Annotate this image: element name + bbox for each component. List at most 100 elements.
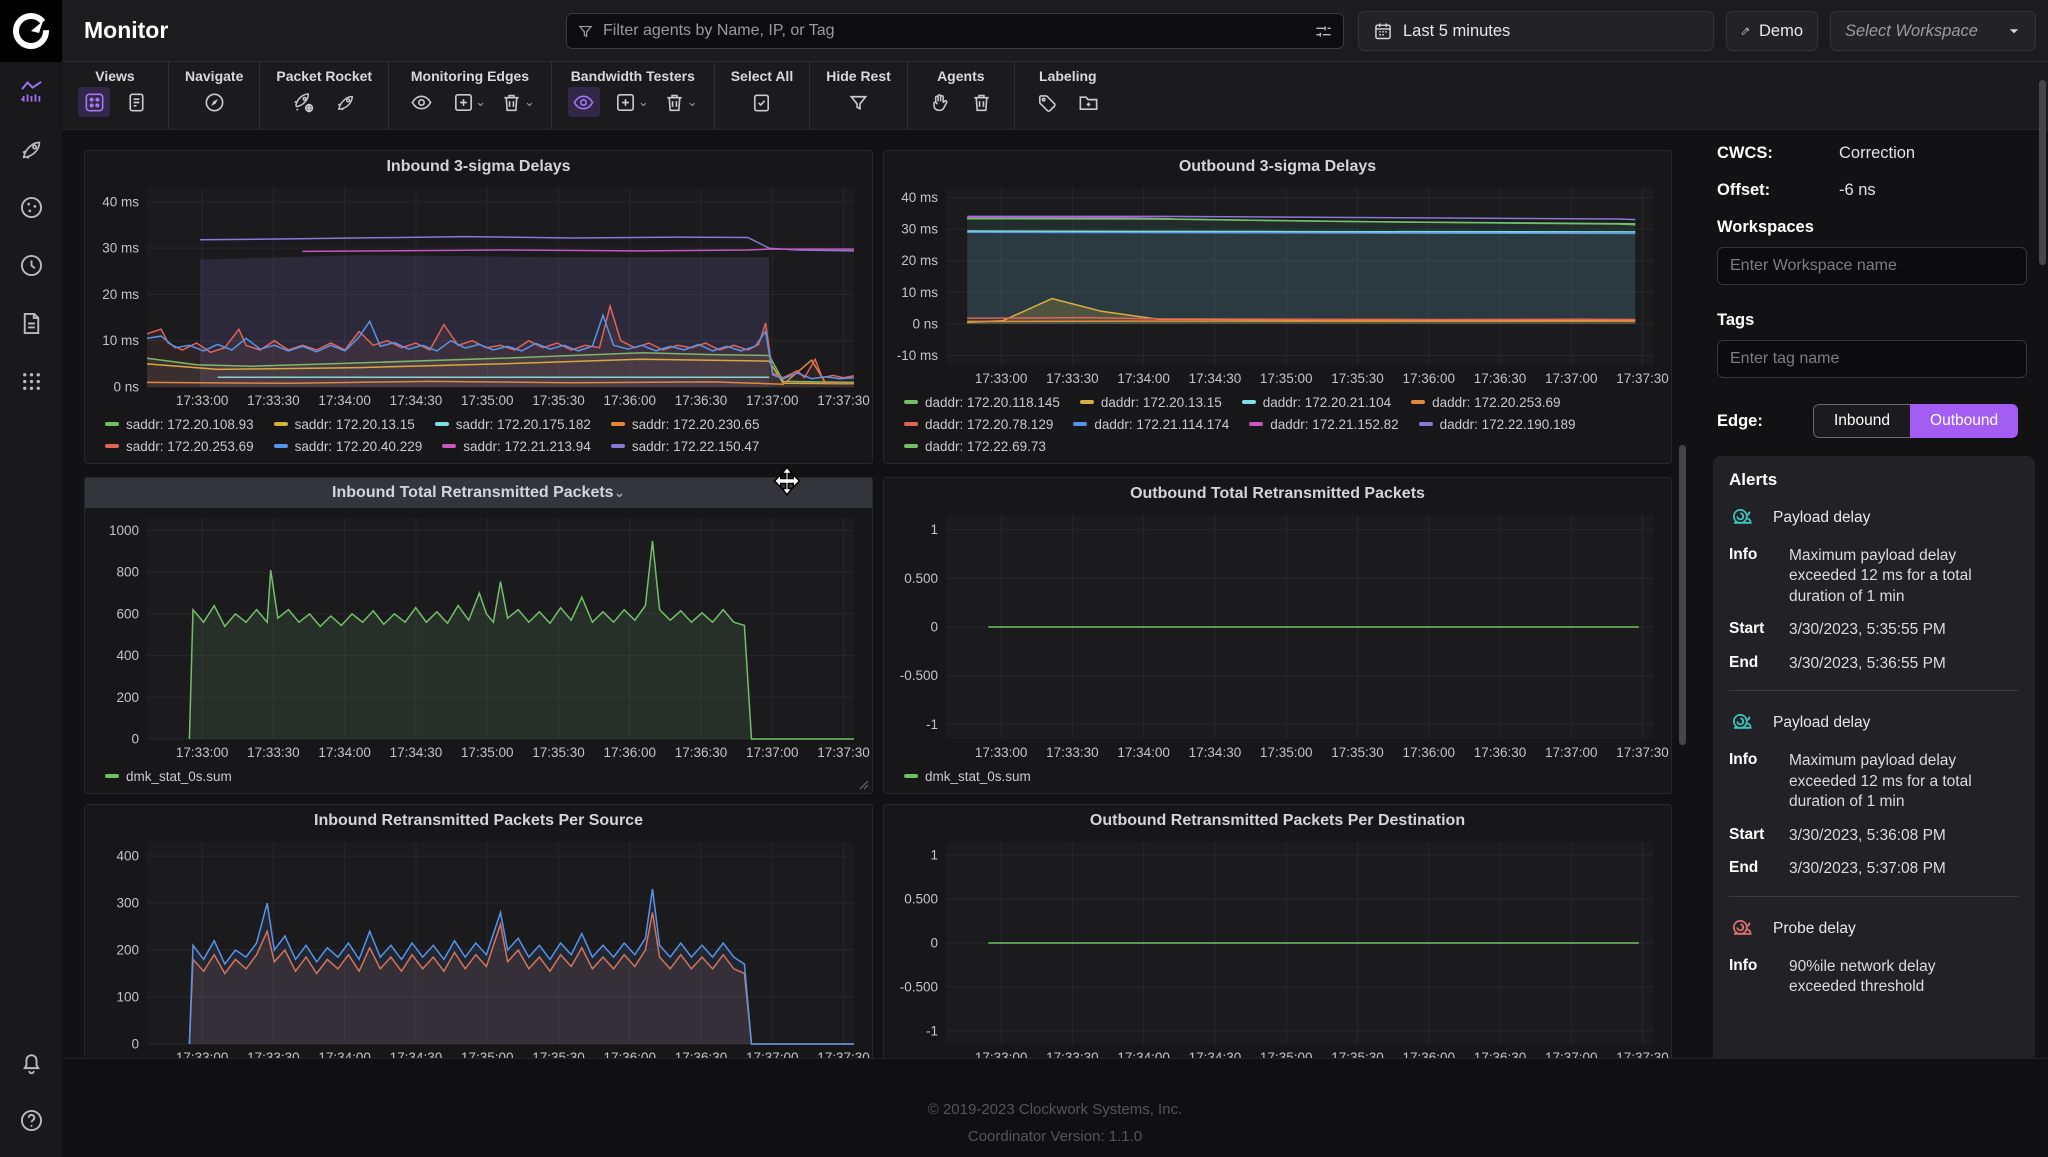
app-logo[interactable] [0,0,62,62]
sidebar-item-rocket[interactable] [0,120,62,178]
legend-item[interactable]: saddr: 172.20.230.65 [611,417,760,432]
svg-text:17:35:30: 17:35:30 [532,393,585,408]
chart-card-outbound-total-retransmitted[interactable]: Outbound Total Retransmitted Packets 17:… [883,477,1672,794]
time-range-button[interactable]: Last 5 minutes [1358,11,1714,51]
legend-item[interactable]: daddr: 172.21.114.174 [1073,417,1229,432]
legend-swatch [904,774,918,778]
legend-item[interactable]: dmk_stat_0s.sum [105,769,232,784]
edge-option-outbound[interactable]: Outbound [1910,404,2018,438]
grab-agents-button[interactable] [924,87,956,117]
edge-option-inbound[interactable]: Inbound [1813,404,1910,438]
tag-name-input[interactable] [1717,340,2027,378]
chart-card-outbound-retransmitted-per-destination[interactable]: Outbound Retransmitted Packets Per Desti… [883,804,1672,1058]
legend-item[interactable]: saddr: 172.20.175.182 [435,417,591,432]
legend-item[interactable]: daddr: 172.20.13.15 [1080,395,1222,410]
delete-agent-button[interactable] [966,87,998,117]
alert-item[interactable]: Payload delay InfoMaximum payload delay … [1729,709,2019,879]
chevron-down-icon[interactable]: ⌄ [524,94,535,110]
rocket-globe-button[interactable] [287,87,319,117]
report-view-button[interactable] [120,87,152,117]
legend-item[interactable]: daddr: 172.20.21.104 [1242,395,1391,410]
legend-item[interactable]: saddr: 172.21.213.94 [442,439,591,454]
tag-button[interactable] [1031,87,1063,117]
chart-plot-area[interactable]: 17:33:0017:33:3017:34:0017:34:3017:35:00… [884,505,1671,763]
legend-item[interactable]: saddr: 172.22.150.47 [611,439,760,454]
alert-name: Payload delay [1773,714,1870,732]
chevron-down-icon[interactable]: ⌄ [475,94,486,110]
svg-text:17:37:00: 17:37:00 [746,745,799,760]
content-scrollbar-thumb[interactable] [1679,445,1686,745]
sidebar-item-notifications[interactable] [0,1033,62,1091]
legend-swatch [1242,400,1256,404]
chart-card-inbound-total-retransmitted[interactable]: Inbound Total Retransmitted Packets ⌄ 17… [84,477,873,794]
legend-item[interactable]: saddr: 172.20.108.93 [105,417,254,432]
legend-item[interactable]: daddr: 172.20.78.129 [904,417,1053,432]
select-all-button[interactable] [746,87,778,117]
chevron-down-icon[interactable]: ⌄ [687,94,698,110]
chart-plot-area[interactable]: 17:33:0017:33:3017:34:0017:34:3017:35:00… [85,508,872,763]
legend-item[interactable]: saddr: 172.20.40.229 [274,439,423,454]
rocket-button[interactable] [329,87,361,117]
legend-label: daddr: 172.20.118.145 [925,395,1060,410]
legend-item[interactable]: daddr: 172.21.152.82 [1249,417,1398,432]
document-icon [18,310,45,337]
legend-item[interactable]: daddr: 172.22.190.189 [1419,417,1576,432]
report-view-icon [125,91,148,114]
svg-text:17:35:30: 17:35:30 [1331,745,1384,760]
chart-plot-area[interactable]: 17:33:0017:33:3017:34:0017:34:3017:35:00… [884,832,1671,1058]
hide-rest-button[interactable] [843,87,875,117]
chart-card-inbound-retransmitted-per-source[interactable]: Inbound Retransmitted Packets Per Source… [84,804,873,1058]
demo-button[interactable]: Demo [1726,11,1818,51]
legend-label: saddr: 172.22.150.47 [632,439,760,454]
chevron-down-icon[interactable]: ⌄ [614,485,625,500]
legend-swatch [1249,422,1263,426]
legend-item[interactable]: daddr: 172.20.118.145 [904,395,1060,410]
chart-card-outbound-3-sigma-delays[interactable]: Outbound 3-sigma Delays 17:33:0017:33:30… [883,150,1672,464]
chart-plot-area[interactable]: 17:33:0017:33:3017:34:0017:34:3017:35:00… [884,178,1671,389]
window-scrollbar-thumb[interactable] [2039,80,2046,265]
compass-button[interactable] [198,87,230,117]
eye-icon [410,91,433,114]
svg-text:0.500: 0.500 [904,571,938,586]
chart-card-inbound-3-sigma-delays[interactable]: Inbound 3-sigma Delays 17:33:0017:33:301… [84,150,873,464]
legend-item[interactable]: dmk_stat_0s.sum [904,769,1031,784]
adjustments-sliders-icon[interactable] [1314,22,1333,41]
grid-view-button[interactable] [78,87,110,117]
legend-item[interactable]: saddr: 172.20.253.69 [105,439,254,454]
sidebar-item-history[interactable] [0,236,62,294]
svg-text:17:35:00: 17:35:00 [1260,1050,1313,1058]
chevron-down-icon[interactable]: ⌄ [638,94,649,110]
section-label: Views [95,68,134,84]
sidebar-item-reports[interactable] [0,294,62,352]
legend-item[interactable]: daddr: 172.20.253.69 [1411,395,1560,410]
show-edges-button[interactable] [405,87,437,117]
svg-text:17:33:30: 17:33:30 [247,745,300,760]
chart-plot-area[interactable]: 17:33:0017:33:3017:34:0017:34:3017:35:00… [85,832,872,1058]
chart-title: Outbound Retransmitted Packets Per Desti… [884,805,1671,832]
rocket-icon [18,136,45,163]
alert-item[interactable]: Payload delay InfoMaximum payload delay … [1729,504,2019,674]
filter-agents-input[interactable] [603,22,1305,40]
workspace-select[interactable]: Select Workspace [1830,11,2036,51]
folder-add-button[interactable] [1073,87,1105,117]
svg-text:17:37:30: 17:37:30 [817,745,870,760]
legend-swatch [435,422,449,426]
svg-text:-10 ms: -10 ms [897,348,939,363]
resize-handle-icon[interactable] [857,778,869,790]
chart-plot-area[interactable]: 17:33:0017:33:3017:34:0017:34:3017:35:00… [85,178,872,411]
sidebar-item-apps[interactable] [0,352,62,410]
svg-text:17:35:30: 17:35:30 [1331,1050,1384,1058]
demo-label: Demo [1759,22,1803,41]
legend-item[interactable]: daddr: 172.22.69.73 [904,439,1046,454]
sidebar-item-help[interactable] [0,1091,62,1149]
sidebar-item-monitor-charts[interactable] [0,62,62,120]
calendar-icon [1373,21,1393,41]
trash-icon [500,91,523,114]
alert-item[interactable]: Probe delay Info90%ile network delay exc… [1729,915,2019,998]
show-bandwidth-button[interactable] [568,87,600,117]
svg-text:17:36:00: 17:36:00 [1402,1050,1455,1058]
sidebar-item-connections[interactable] [0,178,62,236]
chart-title[interactable]: Inbound Total Retransmitted Packets ⌄ [85,478,872,508]
workspace-name-input[interactable] [1717,247,2027,285]
legend-item[interactable]: saddr: 172.20.13.15 [274,417,415,432]
